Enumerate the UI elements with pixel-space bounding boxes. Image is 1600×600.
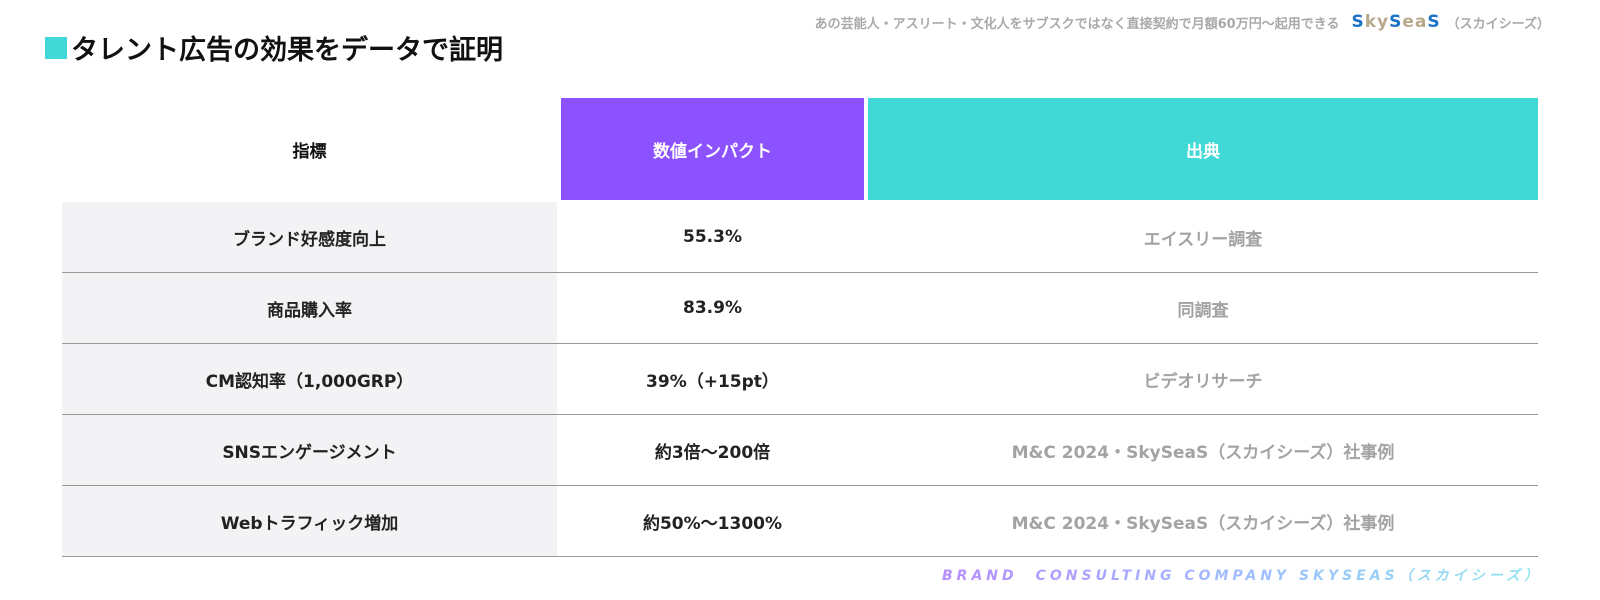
cell-impact: 55.3% <box>683 227 742 247</box>
cell-impact: 約50%〜1300% <box>642 513 783 534</box>
title-square-icon <box>45 36 67 59</box>
skyseas-logo: SkySeaS <box>1351 12 1441 32</box>
cell-metric: CM認知率（1,000GRP） <box>62 344 557 414</box>
table-row: SNSエンゲージメント 約3倍〜200倍 M&C 2024・SkySeaS（スカイシ… <box>62 415 1538 486</box>
table-row: Webトラフィック増加 約50%〜1300% M&C 2024・SkySeaS（スカ… <box>62 486 1538 557</box>
table-row: 商品購入率 83.9% 同調査 <box>62 273 1538 344</box>
header-source: 出典 <box>868 98 1538 200</box>
tagline-suffix: （スカイシーズ） <box>1446 16 1550 32</box>
cell-source: エイスリー調査 <box>1143 229 1263 250</box>
table-row: ブランド好感度向上 55.3% エイスリー調査 <box>62 202 1538 273</box>
cell-impact: 39%（+15pt） <box>646 371 779 392</box>
cell-metric: ブランド好感度向上 <box>62 202 557 272</box>
cell-impact: 83.9% <box>683 298 742 318</box>
header-metric: 指標 <box>62 98 557 200</box>
metrics-table: 指標 数値インパクト 出典 ブランド好感度向上 55.3% エイスリー調査商品購入率… <box>62 98 1538 557</box>
table-row: CM認知率（1,000GRP） 39%（+15pt） ビデオリサーチ <box>62 344 1538 415</box>
header-impact: 数値インパクト <box>561 98 864 200</box>
page-title-text: タレント広告の効果をデータで証明 <box>71 35 503 66</box>
table-header-row: 指標 数値インパクト 出典 <box>62 98 1538 200</box>
footer-brand: BRAND CONSULTING COMPANY SKYSEAS（スカイシーズ） <box>942 565 1542 585</box>
cell-source: M&C 2024・SkySeaS（スカイシーズ）社事例 <box>1011 442 1395 463</box>
cell-source: 同調査 <box>1177 300 1229 321</box>
cell-metric: 商品購入率 <box>62 273 557 343</box>
cell-impact: 約3倍〜200倍 <box>654 442 771 463</box>
cell-source: ビデオリサーチ <box>1143 371 1263 392</box>
page-title: タレント広告の効果をデータで証明 <box>45 28 503 67</box>
tagline-text: あの芸能人・アスリート・文化人をサブスクではなく直接契約で月額60万円〜起用でき… <box>814 16 1340 32</box>
tagline: あの芸能人・アスリート・文化人をサブスクではなく直接契約で月額60万円〜起用でき… <box>815 12 1550 32</box>
cell-metric: SNSエンゲージメント <box>62 415 557 485</box>
cell-source: M&C 2024・SkySeaS（スカイシーズ）社事例 <box>1011 513 1395 534</box>
cell-metric: Webトラフィック増加 <box>62 486 557 556</box>
